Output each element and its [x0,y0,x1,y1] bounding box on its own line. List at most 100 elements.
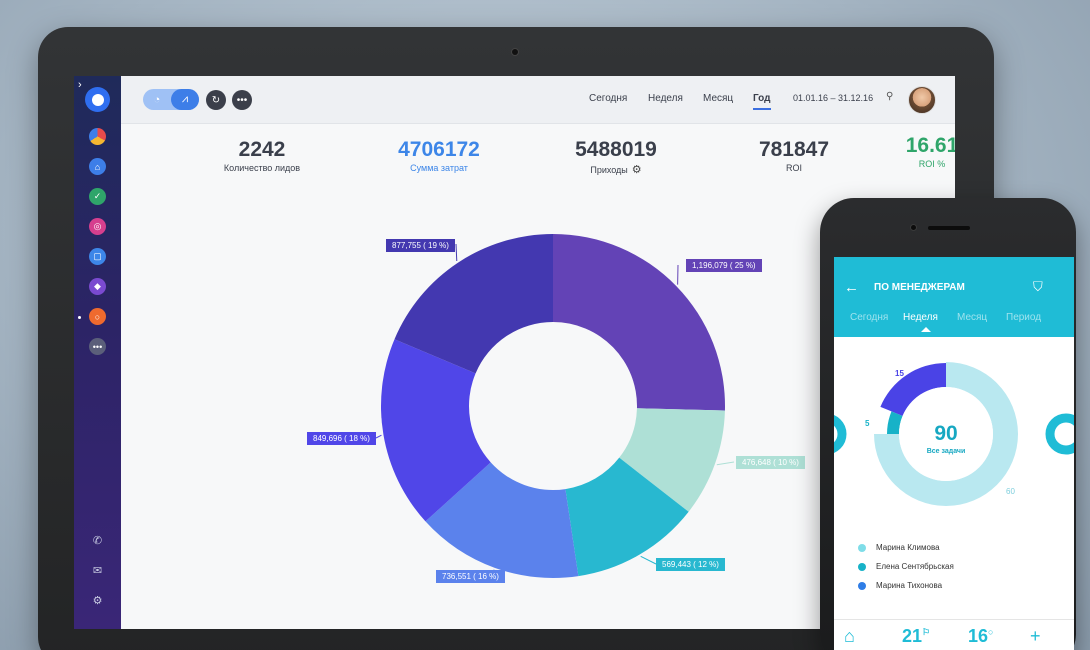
phone-icon[interactable]: ✆ [92,535,103,547]
kpi-leads: 2242 Количество лидов [192,138,332,173]
app-logo-icon[interactable] [85,87,110,112]
slice-value-label: 849,696 ( 18 %) [307,432,376,445]
kpi-value: 16.61 [905,134,955,157]
carousel-neighbor-chart[interactable] [1045,413,1074,455]
donut-slice[interactable] [565,457,689,577]
home-icon[interactable]: ⌂ [89,158,106,175]
dashboard-screen: › ⌂ ✓ ◎ ▢ ◆ ○ ••• ✆ ✉ ⚙ ◔ ⩘ ↻ ••• Сегодн… [74,76,955,629]
donut-slice[interactable] [619,408,725,512]
total-tasks-value: 90 [934,422,958,445]
more-apps-icon[interactable]: ••• [89,338,106,355]
phone-tab-today[interactable]: Сегодня [850,312,889,323]
weather-item[interactable]: 16○ [968,626,993,647]
phone-tab-period[interactable]: Период [1006,312,1042,323]
legend-dot [858,581,866,590]
donut-chart [375,234,735,578]
period-week[interactable]: Неделя [648,93,683,104]
phone-header: ← ПО МЕНЕДЖЕРАМ ⛉ Сегодня Неделя Месяц П… [834,257,1074,337]
leader-line [455,243,458,262]
leader-line [375,434,382,439]
front-camera-icon [911,225,916,230]
phone-frame: ← ПО МЕНЕДЖЕРАМ ⛉ Сегодня Неделя Месяц П… [820,198,1076,650]
kpi-label: Приходы [590,165,628,175]
back-arrow-icon[interactable]: ← [844,279,859,296]
camera-icon [512,49,518,55]
period-today[interactable]: Сегодня [589,93,628,104]
kpi-label: ROI [785,163,802,173]
leader-line [640,555,657,565]
slice-value-label: 877,755 ( 19 %) [386,239,455,252]
slice-value-label: 1,196,079 ( 25 %) [686,259,762,272]
donut-value-5: 5 [865,419,870,428]
fish-icon[interactable]: ◆ [89,278,106,295]
weather-value-1: 21 [902,626,923,646]
legend-item[interactable]: Елена Сентябрьская [858,562,954,571]
kpi-value: 781847 [758,138,830,161]
period-year[interactable]: Год [753,93,771,110]
legend-label: Марина Климова [876,543,940,552]
legend-dot [858,562,866,571]
home-icon[interactable]: ⌂ [844,626,855,646]
weather-item[interactable]: 21⚐ [902,626,930,647]
total-tasks-label: Все задачи [926,448,966,455]
add-icon[interactable]: + [1030,626,1041,646]
phone-donut-slice[interactable] [880,363,946,417]
gear-icon[interactable]: ⚙ [631,164,642,176]
analytics-icon[interactable] [89,128,106,145]
sales-icon[interactable]: ○ [89,308,106,325]
donut-center [899,387,993,481]
phone-donut-chart [834,362,1074,506]
line-chart-icon[interactable]: ⩘ [171,89,199,110]
slice-value-label: 736,551 ( 16 %) [436,570,505,583]
chart-type-toggle[interactable]: ◔ ⩘ [143,89,199,110]
donut-slice[interactable] [425,462,579,578]
documents-icon[interactable]: ▢ [89,248,106,265]
target-icon[interactable]: ◎ [89,218,106,235]
phone-tab-month[interactable]: Месяц [957,312,988,323]
donut-slice[interactable] [553,234,725,411]
refresh-button[interactable]: ↻ [206,90,226,110]
expand-sidebar-icon[interactable]: › [78,79,82,91]
sidebar: › ⌂ ✓ ◎ ▢ ◆ ○ ••• ✆ ✉ ⚙ [74,76,121,629]
kpi-value: 5488019 [575,138,657,161]
legend-label: Марина Тихонова [876,581,943,590]
phone-donut-slice[interactable] [874,362,1018,506]
kpi-value: 4706172 [398,138,480,161]
donut-slice[interactable] [380,339,491,522]
pie-chart-icon[interactable]: ◔ [153,93,161,106]
kpi-label-wrap: Приходы ⚙ [546,163,686,176]
top-bar: ◔ ⩘ ↻ ••• Сегодня Неделя Месяц Год 01.01… [121,76,955,124]
legend-label: Елена Сентябрьская [876,562,954,571]
leader-line [716,461,735,466]
kpi-costs: 4706172 Сумма затрат [369,138,509,173]
phone-tab-week[interactable]: Неделя [903,312,938,332]
active-indicator [78,316,81,319]
tasks-icon[interactable]: ✓ [89,188,106,205]
phone-bottom-nav: ⌂ 21⚐ 16○ + [834,619,1074,650]
flag-icon: ⚐ [922,627,931,637]
bubble-icon: ○ [988,627,994,637]
date-range[interactable]: 01.01.16 – 31.12.16 [793,93,874,103]
weather-value-2: 16 [968,626,989,646]
search-icon[interactable]: ⚲ [886,91,894,102]
kpi-roi: 781847 ROI [724,138,864,173]
more-button[interactable]: ••• [232,90,252,110]
phone-title: ПО МЕНЕДЖЕРАМ [874,282,965,293]
kpi-label: Количество лидов [223,163,301,173]
slice-value-label: 569,443 ( 12 %) [656,558,725,571]
phone-screen: ← ПО МЕНЕДЖЕРАМ ⛉ Сегодня Неделя Месяц П… [834,257,1074,650]
slice-value-label: 476,648 ( 10 %) [736,456,805,469]
kpi-label: ROI % [918,159,946,169]
settings-icon[interactable]: ⚙ [92,595,103,607]
filter-icon[interactable]: ⛉ [1033,279,1043,294]
legend-dot [858,543,866,552]
donut-slice[interactable] [394,234,553,374]
legend-item[interactable]: Марина Климова [858,543,940,552]
mail-icon[interactable]: ✉ [92,565,103,577]
user-avatar[interactable] [908,86,936,114]
legend-item[interactable]: Марина Тихонова [858,581,942,590]
period-month[interactable]: Месяц [703,93,734,104]
carousel-neighbor-chart[interactable] [834,415,847,453]
donut-value-15: 15 [895,369,904,378]
phone-donut-slice[interactable] [887,411,903,434]
